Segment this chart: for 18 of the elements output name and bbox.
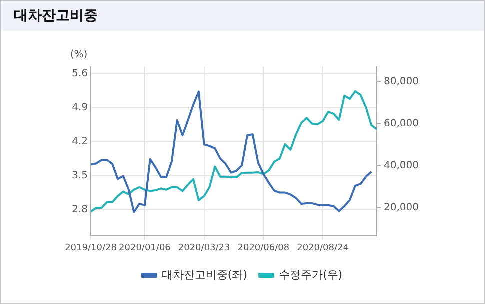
- y2-tick-label: 60,000: [384, 118, 419, 130]
- y2-tick-label: 20,000: [384, 202, 419, 214]
- y-tick-label: 2.8: [72, 204, 88, 216]
- chart-title: 대차잔고비중: [1, 1, 484, 31]
- legend-label: 수정주가(우): [279, 268, 343, 282]
- y2-tick-label: 80,000: [384, 76, 419, 88]
- y-tick-label: 4.2: [72, 136, 88, 148]
- legend-label: 대차잔고비중(좌): [162, 268, 248, 282]
- x-tick-label: 2020/06/08: [238, 244, 290, 254]
- x-tick-label: 2020/03/23: [178, 244, 230, 254]
- y2-tick-label: 40,000: [384, 160, 419, 172]
- y-tick-label: 4.9: [72, 102, 88, 114]
- y-tick-label: 5.6: [72, 68, 88, 80]
- x-tick-label: 2020/01/06: [119, 244, 172, 254]
- y-tick-label: 3.5: [72, 170, 88, 182]
- y-axis-title: (%): [70, 50, 88, 61]
- x-tick-label: 2020/08/24: [297, 244, 350, 254]
- x-tick-label: 2019/10/28: [65, 244, 118, 254]
